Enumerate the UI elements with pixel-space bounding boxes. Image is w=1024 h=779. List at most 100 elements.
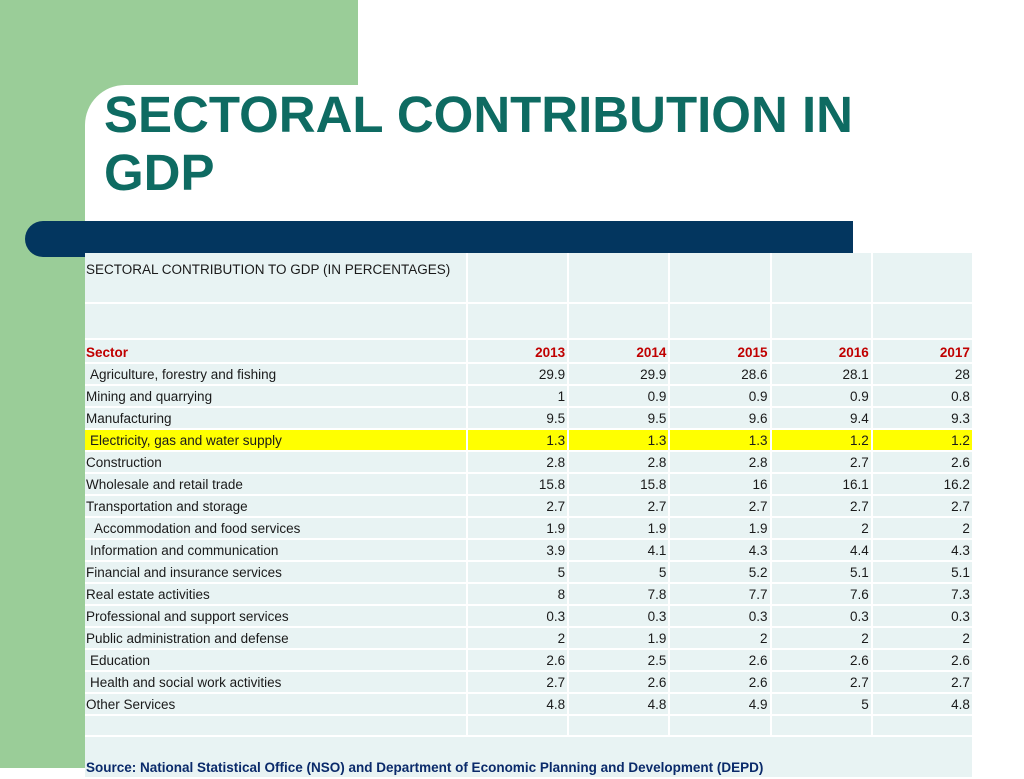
value-cell: 1.3 xyxy=(669,429,772,452)
value-cell: 4.3 xyxy=(669,539,772,562)
value-cell: 0.8 xyxy=(871,385,974,408)
sector-label: Financial and insurance services xyxy=(85,561,468,584)
sector-label: Health and social work activities xyxy=(85,671,468,694)
value-cell: 1.3 xyxy=(467,429,570,452)
value-cell: 2.6 xyxy=(467,649,570,672)
value-cell: 5 xyxy=(568,561,671,584)
sector-label: Professional and support services xyxy=(85,605,468,628)
sector-label: Electricity, gas and water supply xyxy=(85,429,468,452)
value-cell: 2 xyxy=(871,627,974,650)
value-cell: 2.7 xyxy=(871,671,974,694)
table-row: Electricity, gas and water supply 1.3 1.3 1… xyxy=(85,429,974,452)
value-cell: 8 xyxy=(467,583,570,606)
value-cell: 1.9 xyxy=(568,627,671,650)
value-cell: 2.7 xyxy=(467,495,570,518)
value-cell: 9.6 xyxy=(669,407,772,430)
value-cell: 2.7 xyxy=(770,451,873,474)
value-cell: 5.1 xyxy=(871,561,974,584)
value-cell: 2.8 xyxy=(669,451,772,474)
value-cell: 2.7 xyxy=(871,495,974,518)
value-cell: 7.6 xyxy=(770,583,873,606)
sector-label: Other Services xyxy=(85,693,468,716)
value-cell: 28.6 xyxy=(669,363,772,386)
table-row: Agriculture, forestry and fishing 29.9 29.… xyxy=(85,363,974,386)
value-cell: 2.6 xyxy=(871,451,974,474)
value-cell: 0.9 xyxy=(770,385,873,408)
value-cell: 16.2 xyxy=(871,473,974,496)
sector-label: Information and communication xyxy=(85,539,468,562)
value-cell: 9.4 xyxy=(770,407,873,430)
value-cell: 2.7 xyxy=(467,671,570,694)
value-cell: 29.9 xyxy=(568,363,671,386)
value-cell: 0.3 xyxy=(467,605,570,628)
title-divider-bar xyxy=(25,221,853,257)
value-cell: 4.8 xyxy=(467,693,570,716)
value-cell: 5.1 xyxy=(770,561,873,584)
source-note: Source: National Statistical Office (NSO… xyxy=(85,736,974,779)
header-year: 2017 xyxy=(871,339,974,364)
table-row: Health and social work activities 2.7 2.6 2… xyxy=(85,671,974,694)
value-cell: 2.5 xyxy=(568,649,671,672)
sector-label: Wholesale and retail trade xyxy=(85,473,468,496)
value-cell: 2 xyxy=(770,517,873,540)
value-cell: 7.8 xyxy=(568,583,671,606)
table-caption-row: SECTORAL CONTRIBUTION TO GDP (IN PERCENT… xyxy=(85,253,974,304)
sector-label: Real estate activities xyxy=(85,583,468,606)
value-cell: 2.8 xyxy=(467,451,570,474)
value-cell: 4.8 xyxy=(568,693,671,716)
value-cell: 4.4 xyxy=(770,539,873,562)
value-cell: 4.8 xyxy=(871,693,974,716)
table-row: Transportation and storage 2.7 2.7 2.7 2.7 2.… xyxy=(85,495,974,518)
table-row: Mining and quarrying 1 0.9 0.9 0.9 0.8 xyxy=(85,385,974,408)
value-cell: 2.6 xyxy=(871,649,974,672)
table-row: Accommodation and food services 1.9 1.9 1.9… xyxy=(85,517,974,540)
value-cell: 1 xyxy=(467,385,570,408)
value-cell: 1.9 xyxy=(669,517,772,540)
value-cell: 5.2 xyxy=(669,561,772,584)
header-year: 2015 xyxy=(669,339,772,364)
value-cell: 1.2 xyxy=(770,429,873,452)
gdp-table-container: SECTORAL CONTRIBUTION TO GDP (IN PERCENT… xyxy=(85,253,974,779)
value-cell: 0.3 xyxy=(669,605,772,628)
table-caption: SECTORAL CONTRIBUTION TO GDP (IN PERCENT… xyxy=(85,253,468,304)
value-cell: 4.9 xyxy=(669,693,772,716)
sector-label: Transportation and storage xyxy=(85,495,468,518)
value-cell: 2.6 xyxy=(568,671,671,694)
value-cell: 0.3 xyxy=(770,605,873,628)
value-cell: 2 xyxy=(669,627,772,650)
value-cell: 1.3 xyxy=(568,429,671,452)
value-cell: 16 xyxy=(669,473,772,496)
table-spacer-row xyxy=(85,715,974,737)
value-cell: 2 xyxy=(467,627,570,650)
gdp-table: SECTORAL CONTRIBUTION TO GDP (IN PERCENT… xyxy=(85,253,974,779)
value-cell: 2.6 xyxy=(669,649,772,672)
sector-label: Mining and quarrying xyxy=(85,385,468,408)
sector-label: Agriculture, forestry and fishing xyxy=(85,363,468,386)
value-cell: 29.9 xyxy=(467,363,570,386)
value-cell: 0.3 xyxy=(871,605,974,628)
table-row: Wholesale and retail trade 15.8 15.8 16 16.1… xyxy=(85,473,974,496)
value-cell: 2.8 xyxy=(568,451,671,474)
value-cell: 2.6 xyxy=(669,671,772,694)
value-cell: 9.3 xyxy=(871,407,974,430)
value-cell: 1.2 xyxy=(871,429,974,452)
value-cell: 2.7 xyxy=(770,495,873,518)
value-cell: 9.5 xyxy=(568,407,671,430)
value-cell: 1.9 xyxy=(568,517,671,540)
table-row: Professional and support services 0.3 0.3 0… xyxy=(85,605,974,628)
slide-title-line-2: GDP xyxy=(104,144,215,201)
value-cell: 0.9 xyxy=(568,385,671,408)
sector-label: Public administration and defense xyxy=(85,627,468,650)
value-cell: 2 xyxy=(871,517,974,540)
value-cell: 28.1 xyxy=(770,363,873,386)
value-cell: 2.6 xyxy=(770,649,873,672)
sector-label: Accommodation and food services xyxy=(85,517,468,540)
value-cell: 0.3 xyxy=(568,605,671,628)
table-row: Education 2.6 2.5 2.6 2.6 2.6 xyxy=(85,649,974,672)
value-cell: 5 xyxy=(770,693,873,716)
value-cell: 2 xyxy=(770,627,873,650)
header-year: 2013 xyxy=(467,339,570,364)
value-cell: 2.7 xyxy=(568,495,671,518)
value-cell: 9.5 xyxy=(467,407,570,430)
table-row: Other Services 4.8 4.8 4.9 5 4.8 xyxy=(85,693,974,716)
